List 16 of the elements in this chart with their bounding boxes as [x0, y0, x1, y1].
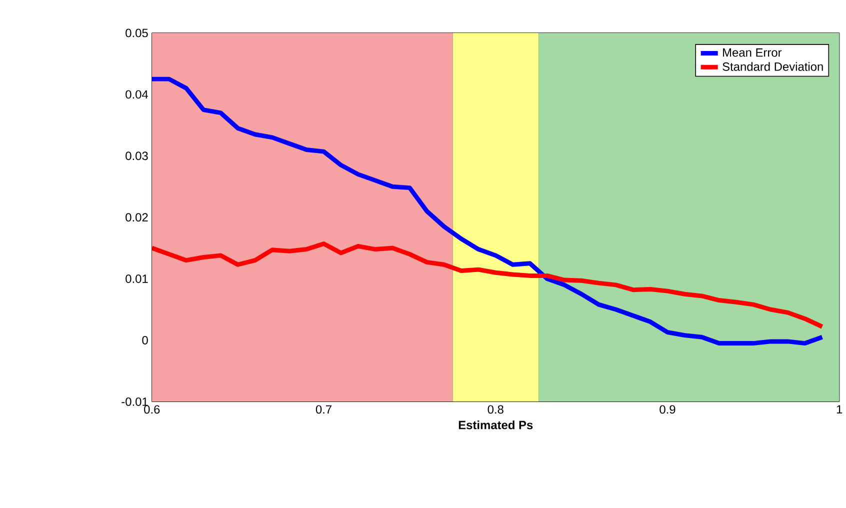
x-axis-title: Estimated Ps: [458, 420, 533, 430]
y-tick-label: 0.05: [126, 28, 148, 38]
y-tick-label: 0: [142, 336, 148, 345]
y-tick-label: -0.01: [122, 398, 148, 406]
y-tick-label: 0.04: [126, 90, 148, 99]
line-series: [152, 242, 824, 330]
legend-label: Mean Error: [723, 48, 782, 57]
x-tick-label: 0.7: [316, 405, 332, 414]
x-tick-label: 0.6: [144, 405, 160, 414]
y-tick-label: 0.02: [126, 213, 148, 222]
y-tick-label: 0.03: [126, 152, 148, 160]
x-tick-label: 1: [836, 405, 842, 414]
y-tick-label: 0.01: [126, 274, 148, 284]
x-tick-label: 0.8: [488, 405, 504, 414]
legend-label: Standard Deviation: [722, 62, 823, 72]
x-tick-label: 0.9: [660, 405, 676, 414]
